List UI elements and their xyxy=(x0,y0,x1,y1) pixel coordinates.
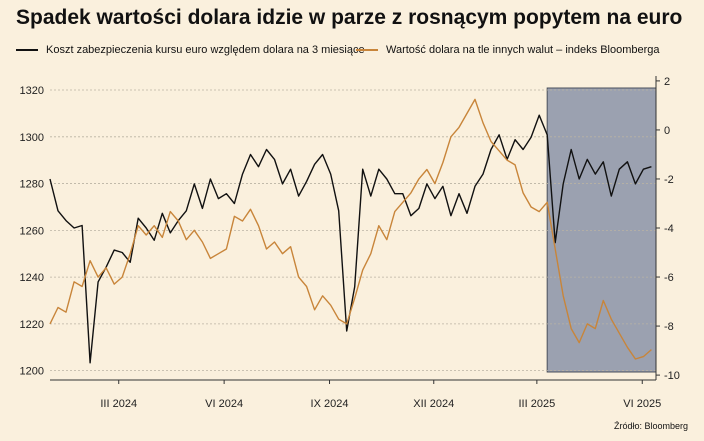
y-left-tick-label: 1200 xyxy=(20,366,44,378)
y-right-tick-label: 2 xyxy=(664,76,670,88)
x-tick-label: III 2024 xyxy=(100,398,137,410)
y-right-tick-label: -8 xyxy=(664,321,674,333)
x-tick-label: III 2025 xyxy=(519,398,556,410)
legend-swatch-orange xyxy=(356,49,378,51)
y-left-tick-label: 1320 xyxy=(20,85,44,97)
legend-label-hedging-cost: Koszt zabezpieczenia kursu euro względem… xyxy=(46,44,365,56)
y-left-tick-label: 1240 xyxy=(20,272,44,284)
y-right-tick-label: -4 xyxy=(664,223,674,235)
legend-item-hedging-cost: Koszt zabezpieczenia kursu euro względem… xyxy=(16,44,365,56)
y-right-tick-label: -2 xyxy=(664,174,674,186)
legend-label-dollar-index: Wartość dolara na tle innych walut – ind… xyxy=(386,44,660,56)
y-left-tick-label: 1300 xyxy=(20,132,44,144)
y-right-tick-label: 0 xyxy=(664,125,670,137)
y-left-tick-label: 1220 xyxy=(20,319,44,331)
y-right-tick-label: -10 xyxy=(664,370,680,382)
x-tick-label: VI 2024 xyxy=(205,398,243,410)
chart-title: Spadek wartości dolara idzie w parze z r… xyxy=(16,6,683,29)
y-left-tick-label: 1280 xyxy=(20,179,44,191)
shaded-region xyxy=(546,87,657,373)
y-left-tick-label: 1260 xyxy=(20,225,44,237)
series-line-dollar-index xyxy=(49,98,652,360)
source-note: Źródło: Bloomberg xyxy=(613,421,688,431)
x-tick-label: IX 2024 xyxy=(311,398,349,410)
legend-item-dollar-index: Wartość dolara na tle innych walut – ind… xyxy=(356,44,660,56)
x-tick-label: VI 2025 xyxy=(623,398,661,410)
x-tick-label: XII 2024 xyxy=(413,398,454,410)
legend-swatch-black xyxy=(16,49,38,51)
y-right-tick-label: -6 xyxy=(664,272,674,284)
